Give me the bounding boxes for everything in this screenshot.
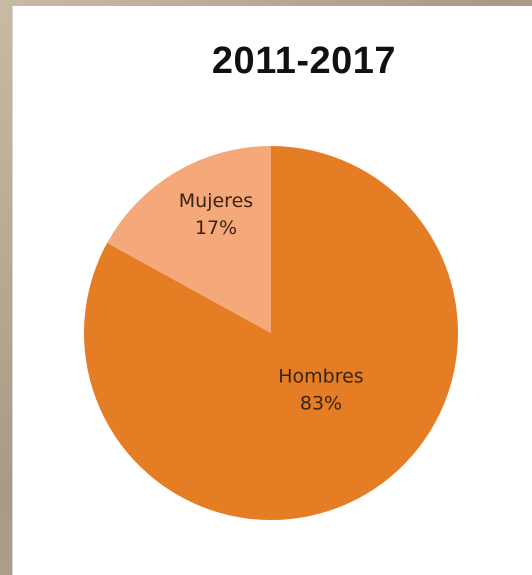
- chart-title: 2011-2017: [211, 40, 397, 82]
- pie-slice-mujeres: [107, 146, 272, 333]
- slice-value-hombres: 83%: [300, 393, 342, 415]
- slice-label-mujeres: Mujeres: [179, 190, 253, 212]
- slice-value-mujeres: 17%: [195, 217, 237, 239]
- pie-slice-hombres: [84, 146, 459, 520]
- slice-label-hombres: Hombres: [278, 366, 363, 388]
